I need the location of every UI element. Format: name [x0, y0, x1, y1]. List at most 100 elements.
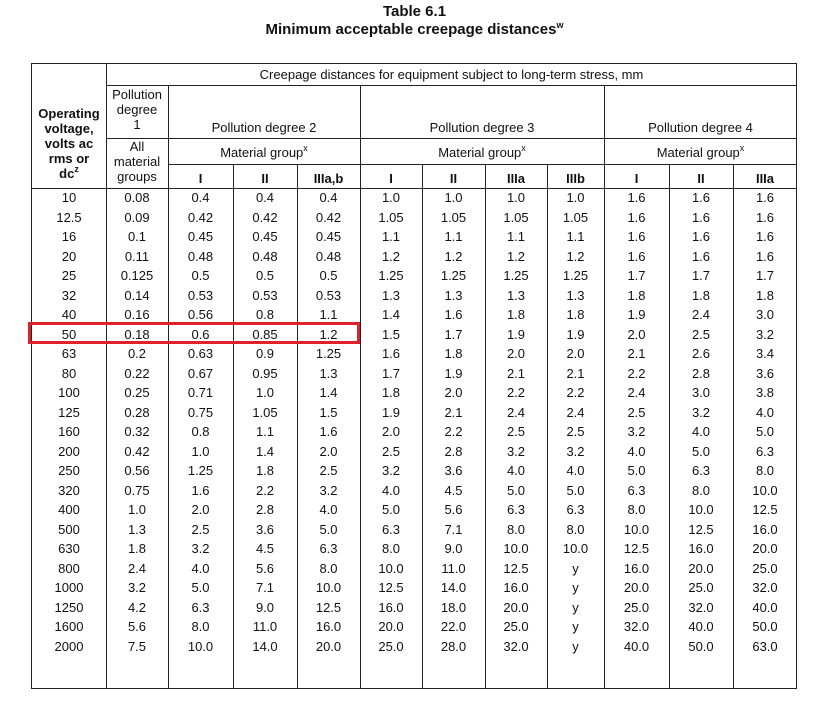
creepage-cell: 1.6 [381, 346, 401, 361]
creepage-cell: 2.2 [566, 385, 585, 400]
creepage-cell: 0.125 [120, 268, 154, 283]
creepage-cell: 2.2 [444, 424, 463, 439]
creepage-cell: 0.18 [124, 326, 150, 342]
creepage-cell: 0.22 [124, 365, 150, 381]
creepage-cell: 1.3 [381, 287, 401, 303]
creepage-cell: 6.3 [319, 541, 338, 556]
creepage-cell: 1.6 [191, 482, 210, 498]
creepage-cell: 4.0 [191, 560, 210, 576]
creepage-cell: 0.11 [124, 248, 150, 264]
creepage-cell: 2.8 [691, 365, 711, 381]
creepage-cell: 0.5 [191, 268, 210, 283]
creepage-cell: 25.0 [752, 560, 778, 576]
creepage-cell: 5.6 [127, 619, 147, 634]
creepage-cell: 8.0 [627, 502, 646, 517]
pd2-header: Pollution degree 2 [211, 120, 317, 135]
creepage-cell: 0.9 [255, 346, 275, 361]
creepage-cell: 1.25 [187, 463, 214, 478]
creepage-cell: 1.3 [506, 287, 526, 303]
creepage-cell: 0.4 [319, 190, 338, 205]
row-highlight-box [28, 322, 360, 344]
creepage-cell: 6.3 [691, 463, 711, 478]
pd3-header: Pollution degree 3 [429, 120, 535, 135]
creepage-cell: 5.0 [627, 463, 646, 478]
voltage-cell: 320 [58, 482, 80, 498]
creepage-cell: 10.0 [503, 541, 529, 556]
creepage-cell: 2.0 [627, 326, 646, 342]
creepage-cell: 1.3 [566, 287, 585, 303]
creepage-cell: y [572, 619, 579, 634]
creepage-cell: 1.25 [562, 268, 589, 283]
creepage-cell: 1.25 [378, 268, 404, 283]
creepage-cell: 3.6 [755, 365, 775, 381]
creepage-cell: 1.25 [440, 268, 467, 283]
creepage-cell: 10.0 [623, 521, 650, 537]
col-pd4-i: I [634, 171, 639, 186]
creepage-cell: 0.2 [127, 346, 147, 361]
creepage-cell: 1.1 [444, 229, 463, 244]
voltage-cell: 50 [61, 326, 77, 342]
col-pd3-iiib: IIIb [566, 171, 585, 186]
creepage-cell: 1.4 [381, 307, 401, 322]
creepage-cell: 3.2 [691, 404, 711, 420]
creepage-cell: 0.48 [187, 248, 214, 264]
creepage-cell: 4.0 [755, 404, 775, 420]
creepage-cell: 5.0 [191, 580, 210, 595]
rule-matgroup-bottom [168, 164, 797, 165]
creepage-cell: 2.5 [381, 443, 401, 459]
pd1-line-1: Pollution [112, 87, 162, 102]
voltage-cell: 125 [58, 404, 80, 420]
creepage-cell: 16.0 [503, 580, 529, 595]
pd1-sub-line-3: groups [117, 169, 157, 184]
creepage-cell: 1.0 [566, 190, 585, 205]
creepage-cell: y [572, 580, 579, 595]
creepage-cell: 0.63 [187, 346, 214, 361]
creepage-cell: 0.45 [315, 229, 342, 244]
creepage-cell: 3.2 [127, 580, 147, 595]
creepage-cell: 2.0 [191, 502, 210, 517]
creepage-cell: 10.0 [688, 502, 714, 517]
rule-pd3-c3 [547, 164, 548, 688]
creepage-cell: 8.0 [319, 560, 338, 576]
creepage-cell: 1.6 [444, 307, 463, 322]
voltage-cell: 1600 [54, 619, 84, 634]
creepage-cell: 9.0 [255, 599, 275, 615]
creepage-cell: 1.4 [319, 385, 338, 400]
creepage-cell: 0.45 [187, 229, 214, 244]
creepage-cell: 8.0 [566, 521, 585, 537]
creepage-cell: 40.0 [623, 638, 650, 654]
creepage-cell: 3.2 [506, 443, 526, 459]
creepage-cell: 20.0 [623, 580, 650, 595]
voltage-cell: 10 [61, 190, 77, 205]
creepage-cell: 20.0 [315, 638, 342, 654]
creepage-cell: 40.0 [688, 619, 714, 634]
creepage-cell: 1.6 [691, 229, 711, 244]
creepage-cell: 3.2 [755, 326, 775, 342]
creepage-cell: 0.85 [252, 326, 278, 342]
ov-line-2: voltage, [44, 121, 94, 136]
voltage-cell: 20 [61, 248, 77, 264]
creepage-cell: 6.3 [627, 482, 646, 498]
super-header: Creepage distances for equipment subject… [259, 67, 644, 82]
creepage-cell: 1.7 [691, 268, 711, 283]
creepage-cell: 12.5 [378, 580, 404, 595]
creepage-cell: 0.1 [127, 229, 147, 244]
creepage-cell: 0.8 [255, 307, 275, 322]
creepage-cell: 14.0 [252, 638, 278, 654]
rule-pd3 [604, 86, 605, 688]
creepage-cell: 2.8 [255, 502, 275, 517]
pd1-sub-header: All material groups [106, 139, 168, 184]
pd1-sub-line-1: All [129, 139, 145, 154]
creepage-cell: 2.4 [627, 385, 646, 400]
creepage-cell: 6.3 [381, 521, 401, 537]
creepage-cell: 0.53 [252, 287, 278, 303]
creepage-cell: 1.8 [381, 385, 401, 400]
creepage-cell: 1.9 [566, 326, 585, 342]
creepage-cell: 11.0 [252, 619, 278, 634]
voltage-cell: 800 [58, 560, 80, 576]
rule-pd2-c2 [297, 164, 298, 688]
pd4-material-group: Material groupx [604, 144, 797, 161]
creepage-cell: 3.0 [691, 385, 711, 400]
col-pd2-iiiab: IIIa,b [313, 171, 344, 186]
voltage-cell: 1000 [54, 580, 84, 595]
